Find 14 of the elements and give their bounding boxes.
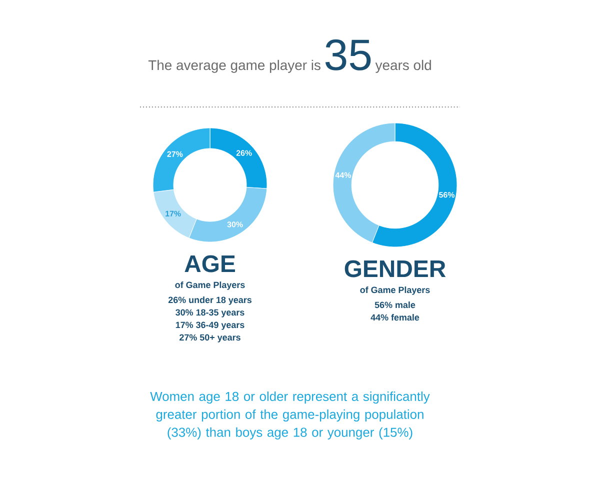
text: 26% under 18 years <box>168 296 252 305</box>
text: of Game Players <box>360 286 430 295</box>
text: 17% 36-49 years <box>176 322 244 330</box>
text: years old <box>375 60 431 73</box>
text: 30% 18-35 years <box>176 309 244 318</box>
text: 27% 50+ years <box>180 334 240 342</box>
text: The average game player is <box>148 60 320 73</box>
text: 35 <box>325 39 371 70</box>
text: Women age 18 or older represent a significantly greater portion of the game-playing population (33%) than boys age 18 or younger (15%) <box>150 392 430 440</box>
text: 44% female <box>370 314 420 321</box>
text: of Game Players <box>175 281 245 290</box>
text: GENDER <box>344 260 446 278</box>
text: AGE <box>184 255 235 272</box>
text: 56% male <box>374 301 416 308</box>
